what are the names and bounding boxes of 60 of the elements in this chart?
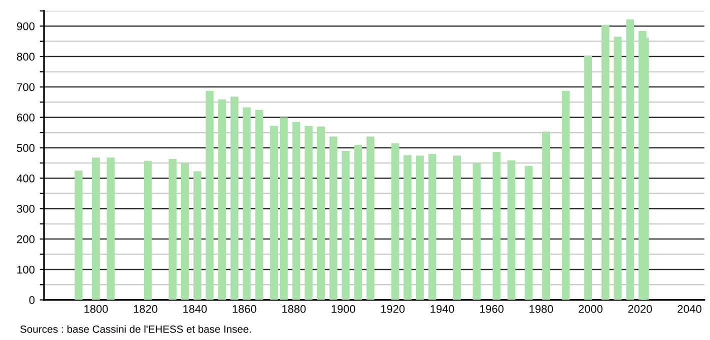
x-tick-label: 1980 xyxy=(530,305,554,313)
x-tick-label: 1940 xyxy=(430,305,454,313)
y-tick-label: 200 xyxy=(17,235,35,244)
y-tick-label: 600 xyxy=(17,114,35,122)
bar xyxy=(416,156,424,300)
bar xyxy=(304,126,313,300)
bar xyxy=(391,143,400,300)
bar xyxy=(614,36,622,300)
bar xyxy=(92,158,100,300)
y-tick-label: 800 xyxy=(16,52,35,61)
x-tick-label: 1800 xyxy=(84,305,108,313)
x-tick-label: 2020 xyxy=(628,305,652,313)
x-tick-label: 1880 xyxy=(282,305,306,313)
bar xyxy=(404,155,412,300)
y-tick-label: 400 xyxy=(16,174,35,182)
x-tick-label: 2000 xyxy=(578,305,602,313)
bar xyxy=(74,170,83,300)
x-tick-label: 2040 xyxy=(678,305,702,313)
y-tick-label: 700 xyxy=(17,83,35,92)
bar xyxy=(292,122,300,300)
y-tick-label: 900 xyxy=(16,22,35,30)
source-note: Sources : base Cassini de l'EHESS et base Insee. xyxy=(20,325,251,333)
bar xyxy=(366,136,374,300)
x-tick-label: 1820 xyxy=(134,305,158,313)
bar xyxy=(144,160,152,300)
y-tick-label: 100 xyxy=(17,266,35,274)
bar xyxy=(193,171,202,300)
bar xyxy=(181,163,189,300)
x-tick-label: 1860 xyxy=(232,305,256,313)
bar xyxy=(626,19,634,300)
bar xyxy=(524,166,533,300)
bar xyxy=(542,132,550,300)
bar xyxy=(584,56,592,300)
bar xyxy=(354,145,362,300)
bar xyxy=(317,126,325,300)
bar xyxy=(342,150,350,300)
bar xyxy=(428,154,436,300)
bar xyxy=(280,117,288,300)
bar xyxy=(168,159,177,300)
bar xyxy=(329,136,338,300)
y-tick-label: 0 xyxy=(29,296,35,304)
y-tick-label: 500 xyxy=(16,144,35,152)
bar xyxy=(562,90,570,300)
bar xyxy=(230,96,238,300)
bar xyxy=(270,126,278,300)
bar xyxy=(507,160,516,300)
x-tick-label: 1920 xyxy=(381,305,405,313)
x-tick-label: 1840 xyxy=(183,305,207,313)
bar xyxy=(492,152,501,300)
x-tick-label: 1900 xyxy=(332,305,356,313)
bar xyxy=(106,158,115,300)
x-tick-label: 1960 xyxy=(480,305,504,313)
bar xyxy=(206,90,214,300)
bar xyxy=(601,24,610,300)
bar xyxy=(218,99,226,300)
bar xyxy=(242,107,251,300)
bar xyxy=(255,110,264,300)
bar xyxy=(453,156,461,300)
bar xyxy=(472,163,481,300)
y-tick-label: 300 xyxy=(16,204,35,213)
